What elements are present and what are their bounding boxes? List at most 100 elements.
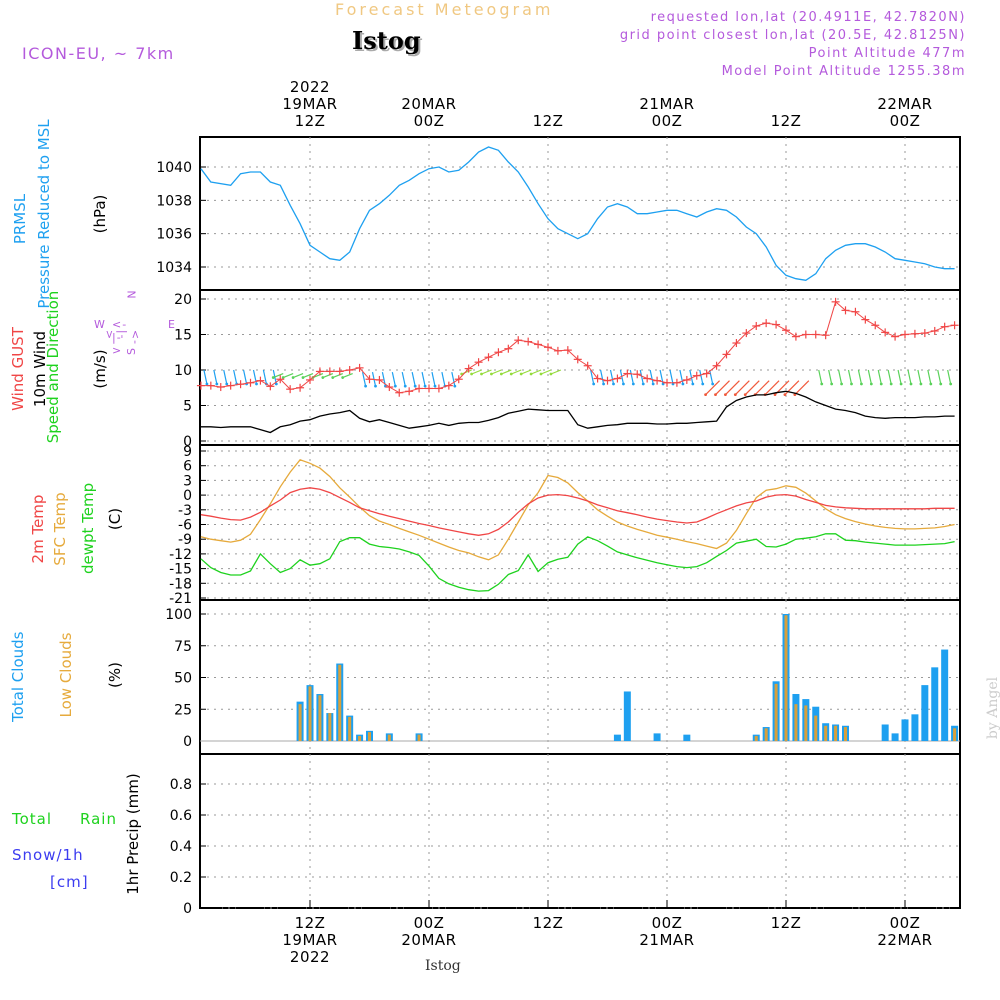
wind-arrow-head (860, 382, 863, 386)
wind-arrow-head (919, 382, 923, 386)
wind-arrow (734, 380, 750, 396)
ytick-label-temperature: -12 (169, 547, 192, 563)
compass-w: W (94, 318, 105, 331)
top-time-label: 2022 (290, 78, 330, 96)
wind-arrow-head (341, 376, 345, 379)
low-cloud-bar (417, 734, 421, 741)
wind-arrow-head (733, 393, 737, 397)
wind-arrow (689, 369, 694, 385)
wind-arrow (619, 369, 625, 385)
requested-coordinates: requested lon,lat (20.4911E, 42.7820N) (650, 10, 966, 25)
top-time-label: 20MAR (401, 95, 456, 113)
ytick-label-temperature: -18 (169, 576, 192, 592)
bottom-time-label: 00Z (890, 914, 921, 932)
wind-arrow (907, 369, 912, 385)
top-time-label: 12Z (533, 112, 564, 130)
low-cloud-bar (774, 683, 778, 741)
wind-arrow (847, 369, 853, 385)
ytick-label-pressure: 1034 (156, 260, 192, 276)
ytick-label-pressure: 1038 (156, 193, 192, 209)
ytick-label-temperature: -6 (178, 518, 192, 534)
wind-arrow (744, 380, 760, 396)
wind-arrow (292, 372, 304, 379)
wind-arrow-head (691, 382, 695, 386)
wind-arrow-head (820, 382, 824, 386)
total-cloud-bar (881, 724, 889, 741)
wind-arrow (590, 369, 595, 385)
low-cloud-bar (387, 734, 391, 741)
rain-label: Rain (80, 810, 117, 828)
wind-arrow-head (850, 382, 853, 386)
top-time-label: 12Z (295, 112, 326, 130)
wind-arrow-head (830, 382, 834, 386)
wind-arrow (550, 369, 562, 375)
ytick-label-temperature: -3 (178, 503, 192, 519)
wind-arrow (917, 369, 922, 385)
wind-arrow-head (549, 372, 553, 376)
ytick-label-temperature: -15 (169, 562, 192, 578)
ytick-label-precip: 0 (183, 901, 192, 917)
ytick-label-clouds: 0 (183, 734, 192, 750)
ytick-label-precip: 0.6 (170, 808, 192, 824)
wind-arrow (867, 369, 872, 385)
wind-arrow-head (291, 376, 295, 379)
wind-arrow (629, 369, 634, 385)
low-cloud-bar (804, 705, 808, 741)
ytick-label-clouds: 50 (174, 671, 192, 687)
ytick-label-wind: 15 (174, 328, 192, 344)
wind-arrow-head (205, 382, 209, 386)
ytick-label-precip: 0.8 (170, 777, 192, 793)
wind-arrow-head (711, 382, 715, 386)
wind-arrow-head (602, 382, 605, 386)
wind-arrow-head (321, 376, 325, 379)
ytick-label-clouds: 75 (174, 639, 192, 655)
bottom-time-label: 20MAR (401, 931, 456, 949)
wind-arrow (213, 369, 218, 385)
wind-arrow-head (393, 384, 397, 388)
top-time-label: 00Z (890, 112, 921, 130)
wind-arrow (361, 372, 367, 387)
wind-arrow-head (939, 382, 943, 386)
wind-arrow (511, 369, 522, 375)
snow-label: Snow/1h (12, 846, 84, 864)
low-cloud-bar (844, 727, 847, 741)
top-time-label: 21MAR (639, 95, 694, 113)
wind-arrow-head (773, 393, 777, 397)
total-cloud-bar (911, 714, 919, 741)
wind-arrow-head (490, 372, 493, 376)
pressure-line (200, 146, 955, 281)
wind-arrow (937, 369, 942, 385)
low-cloud-bar (764, 728, 768, 741)
wind-arrow-head (743, 393, 747, 397)
low-cloud-bar (358, 735, 362, 741)
wind-arrow-head (364, 384, 367, 388)
total-cloud-bar (921, 685, 929, 741)
top-time-label: 00Z (414, 112, 445, 130)
ytick-label-temperature: -9 (178, 532, 192, 548)
wind-arrow (947, 369, 952, 385)
wind-arrow-head (641, 382, 645, 386)
wind-arrow-head (724, 393, 727, 397)
bottom-time-label: 21MAR (639, 931, 694, 949)
wind-arrow-head (612, 382, 615, 386)
total-cloud-bar (653, 733, 661, 741)
total-cloud-bar (683, 734, 691, 741)
ytick-label-wind: 10 (174, 363, 192, 379)
top-time-label: 22MAR (877, 95, 932, 113)
wind-arrow-head (909, 382, 913, 386)
bottom-time-label: 12Z (533, 914, 564, 932)
wind-arrow-head (374, 384, 377, 388)
wind-arrow-head (453, 384, 457, 388)
wind-arrow (540, 369, 552, 375)
wind-arrow-head (879, 382, 883, 386)
wind-arrow-head (592, 382, 596, 386)
low-cloud-bar (953, 728, 957, 741)
wind-gust-line (200, 300, 955, 394)
wind-arrow-head (433, 384, 437, 388)
wind-arrow-head (529, 372, 533, 376)
compass-e: E (168, 318, 175, 331)
low-cloud-bar (794, 704, 798, 741)
wind-arrow (649, 369, 654, 385)
wind-arrow (724, 380, 740, 396)
bottom-time-label: 2022 (290, 948, 330, 966)
